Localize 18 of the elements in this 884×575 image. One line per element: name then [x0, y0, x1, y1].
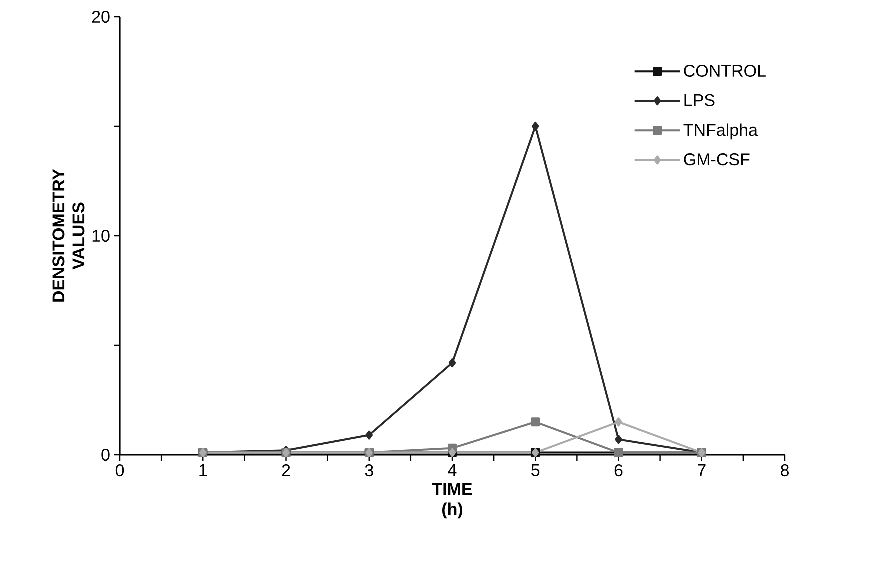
x-tick-label: 5 — [532, 464, 540, 476]
y-tick-label: 20 — [92, 10, 110, 24]
y-tick-label: 0 — [102, 448, 110, 462]
legend-label: LPS — [684, 94, 715, 106]
y-tick-label: 10 — [92, 230, 110, 242]
y-axis-title: DENSITOMETRY VALUES — [52, 169, 85, 302]
x-axis-title: TIME (h) — [432, 483, 472, 519]
legend-label: TNFalpha — [684, 124, 758, 140]
x-tick-label: 6 — [614, 464, 623, 477]
x-tick-label: 4 — [448, 464, 457, 476]
x-tick-label: 7 — [698, 464, 706, 476]
legend-label: CONTROL — [684, 64, 766, 78]
x-tick-label: 8 — [781, 464, 789, 477]
x-tick-label: 0 — [116, 464, 124, 477]
x-tick-label: 3 — [365, 464, 374, 477]
x-tick-label: 2 — [282, 464, 290, 476]
x-tick-label: 1 — [200, 464, 208, 476]
legend-label: GM-CSF — [684, 154, 750, 166]
